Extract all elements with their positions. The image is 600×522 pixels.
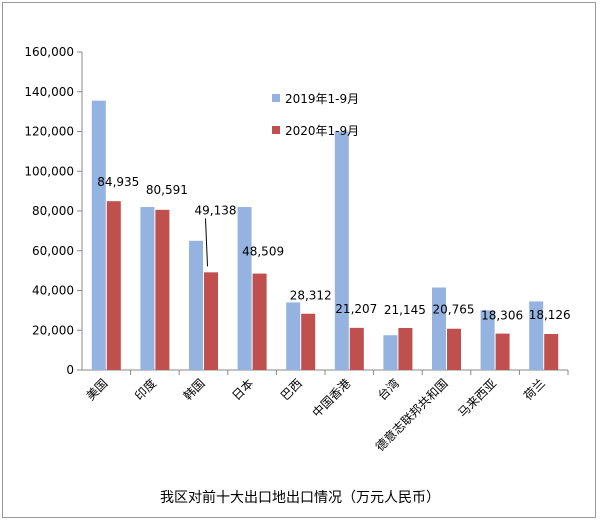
y-tick-label: 40,000 — [32, 284, 74, 298]
chart-title: 我区对前十大出口地出口情况（万元人民币） — [160, 489, 440, 506]
bar-2020 — [155, 209, 170, 370]
bar-2020 — [495, 333, 510, 370]
data-label: 28,312 — [290, 289, 332, 303]
data-label: 48,509 — [242, 245, 284, 259]
bar-2019 — [237, 207, 252, 370]
legend: 2019年1-9月 2020年1-9月 — [272, 92, 359, 138]
data-label: 20,765 — [433, 303, 475, 317]
y-tick-label: 20,000 — [32, 323, 74, 337]
bar-2020 — [398, 327, 413, 370]
bar-2020 — [301, 313, 316, 370]
category-label: 韩国 — [180, 376, 208, 404]
y-axis-ticks: 0 20,000 40,000 60,000 80,000 100,000 120,000 1… — [24, 45, 82, 377]
bar-2019 — [91, 100, 106, 370]
category-label: 台湾 — [374, 376, 402, 404]
y-tick-label: 140,000 — [24, 85, 74, 99]
bar-2019 — [383, 335, 398, 370]
y-tick-label: 60,000 — [32, 244, 74, 258]
bar-2019 — [480, 310, 495, 370]
bar-2020 — [252, 273, 267, 370]
category-label: 中国香港 — [309, 376, 354, 421]
bar-2020 — [349, 327, 364, 370]
bar-2020 — [544, 333, 559, 370]
legend-swatch-2020 — [272, 126, 280, 134]
data-label: 21,207 — [335, 302, 377, 316]
category-label: 马来西亚 — [455, 376, 499, 420]
bar-2019 — [334, 131, 349, 370]
legend-swatch-2019 — [272, 94, 280, 102]
legend-label-2019: 2019年1-9月 — [285, 92, 359, 106]
category-label: 巴西 — [278, 376, 305, 403]
data-label-leader — [205, 218, 208, 267]
data-label: 84,935 — [97, 175, 139, 189]
category-label: 日本 — [229, 376, 256, 403]
bar-2020 — [447, 328, 461, 370]
bar-2019 — [529, 301, 544, 370]
bar-2019 — [286, 302, 301, 370]
data-label: 18,306 — [481, 309, 523, 323]
bar-2020 — [106, 201, 121, 370]
y-tick-label: 120,000 — [24, 125, 74, 139]
category-label: 印度 — [131, 376, 159, 404]
category-label: 荷兰 — [521, 376, 548, 403]
y-tick-label: 100,000 — [24, 164, 74, 178]
data-label: 18,126 — [529, 308, 571, 322]
category-label: 美国 — [84, 376, 111, 403]
bar-2019 — [189, 240, 203, 370]
y-tick-label: 160,000 — [24, 45, 74, 59]
data-label: 49,138 — [195, 203, 237, 217]
legend-label-2020: 2020年1-9月 — [285, 124, 359, 138]
y-tick-label: 80,000 — [32, 204, 74, 218]
bars — [91, 100, 559, 370]
y-tick-label: 0 — [66, 363, 74, 377]
bar-2020 — [204, 272, 218, 370]
bar-2019 — [140, 207, 155, 370]
data-label: 21,145 — [384, 303, 426, 317]
bar-2019 — [432, 287, 446, 370]
data-label: 80,591 — [146, 183, 188, 197]
